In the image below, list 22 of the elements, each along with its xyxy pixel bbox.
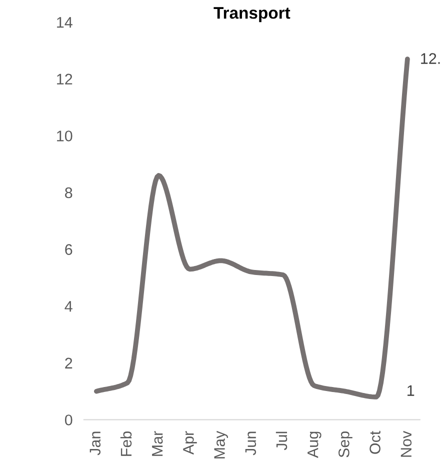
annotation: 1 [408, 385, 414, 396]
y-tick-label: 4 [64, 301, 72, 312]
x-tick-label: Oct [370, 430, 380, 454]
x-tick-label: May [214, 430, 228, 458]
y-tick-label: 12 [57, 74, 72, 84]
y-tick-label: 8 [65, 187, 72, 198]
x-tick-label: Jun [245, 432, 256, 456]
chart-title: Transport [214, 7, 290, 22]
x-tick-label: Jan [90, 432, 101, 456]
y-tick-label: 14 [57, 17, 72, 28]
x-tick-label: Feb [120, 431, 132, 456]
y-tick-label: 6 [65, 244, 72, 255]
x-tick-label: Nov [400, 430, 412, 457]
x-tick-label: Sep [338, 431, 352, 458]
x-tick-label: Aug [308, 432, 322, 458]
x-tick-label: Mar [152, 431, 163, 456]
text: 12. [421, 53, 440, 64]
y-tick-label: 0 [64, 414, 72, 426]
y-tick-label: 10 [57, 130, 72, 142]
y-tick-label: 2 [65, 358, 72, 368]
x-tick-label: Apr [183, 431, 197, 455]
x-tick-label: Jul [276, 432, 288, 450]
